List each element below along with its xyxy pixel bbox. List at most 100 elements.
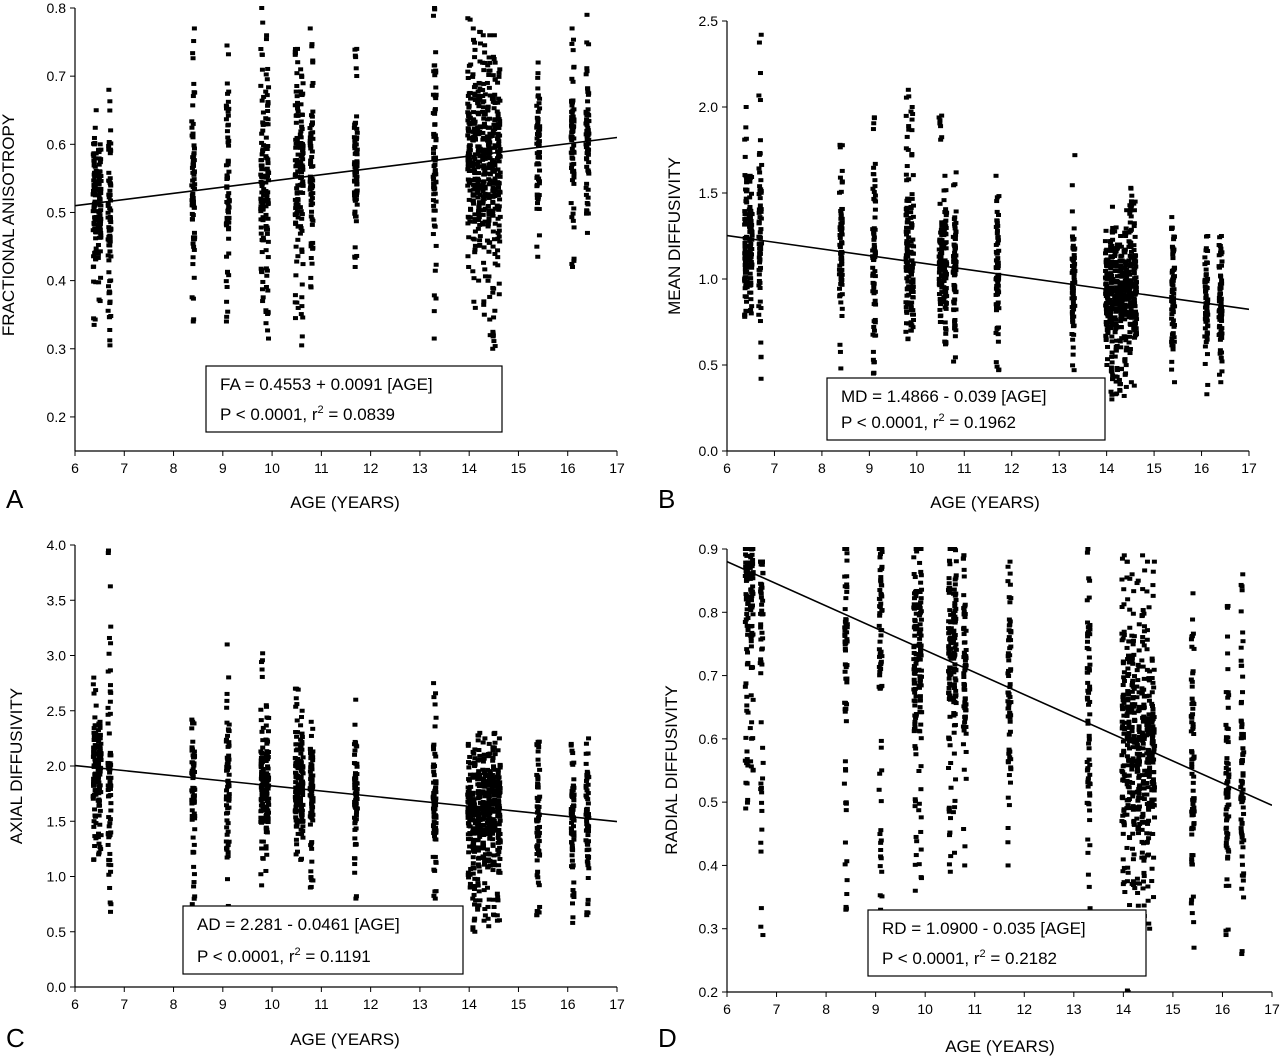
data-point [905,217,911,222]
data-point [1121,312,1127,317]
data-point [259,790,265,795]
data-point [1109,334,1115,339]
data-point [995,212,1001,217]
data-point [309,793,315,798]
data-point [190,835,196,840]
data-point [1132,309,1138,314]
data-point [263,72,269,77]
data-point [757,285,763,290]
data-point [1131,314,1137,319]
data-point [258,206,264,211]
data-point [105,705,111,710]
data-point [486,274,492,279]
data-point [263,248,269,253]
data-point [309,149,315,154]
data-point [487,811,493,816]
data-point [744,553,750,558]
data-point [535,869,541,874]
data-point [535,86,541,91]
data-point [909,224,915,229]
data-point [433,85,439,90]
data-point [260,738,266,743]
data-point [536,815,542,820]
data-point [260,20,266,25]
data-point [491,160,497,165]
data-point [494,891,500,896]
data-point [477,222,483,227]
data-point [584,164,590,169]
data-point [225,109,231,114]
data-point [309,261,315,266]
y-tick-label: 0.5 [47,204,67,220]
data-point [1131,383,1137,388]
data-point [1114,343,1120,348]
data-point [191,317,197,322]
data-point [570,824,576,829]
data-point [492,60,498,65]
data-point [299,228,305,233]
data-point [465,101,471,106]
x-tick-label: 7 [120,996,128,1012]
data-point [225,99,231,104]
data-point [750,697,756,702]
data-point [298,744,304,749]
data-point [225,135,231,140]
data-point [1104,284,1110,289]
data-point [225,52,231,57]
data-point [757,258,763,263]
data-point [1114,365,1120,370]
data-point [189,183,195,188]
data-point [294,718,300,723]
data-point [466,786,472,791]
data-point [742,286,748,291]
data-point [481,856,487,861]
data-point [1112,252,1118,257]
data-point [98,752,104,757]
data-point [1118,234,1124,238]
data-point [481,245,487,250]
data-point [310,164,316,169]
data-point [909,196,915,201]
data-point [585,133,591,138]
data-point [92,250,98,255]
data-point [351,190,357,195]
data-point [1071,275,1077,280]
data-point [293,273,299,278]
data-point [497,845,503,850]
data-point [1169,312,1175,317]
data-point [1071,277,1077,282]
data-point [470,110,476,115]
data-point [1169,337,1175,342]
data-point [1169,307,1175,312]
data-point [481,302,487,307]
data-point [1109,307,1115,312]
data-point [107,188,113,193]
data-point [300,157,306,162]
data-point [585,791,591,796]
data-point [433,837,439,842]
data-point [1118,313,1124,318]
x-tick-label: 13 [412,996,428,1012]
data-point [226,204,232,209]
data-point [535,785,541,790]
data-point [585,782,591,787]
data-point [433,199,439,204]
data-point [839,282,845,287]
data-point [534,846,540,851]
data-point [476,748,482,753]
data-point [491,798,497,803]
x-axis-label: AGE (YEARS) [930,493,1040,512]
data-point [92,125,98,130]
data-point [757,246,763,251]
data-point [294,842,300,847]
data-point [190,155,196,160]
data-point [352,752,358,757]
data-point [870,127,876,132]
data-point [994,364,1000,369]
data-point [570,751,576,756]
data-point [292,49,298,54]
data-point [1216,299,1222,304]
data-point [497,857,503,862]
data-point [293,206,299,211]
data-point [475,807,481,812]
